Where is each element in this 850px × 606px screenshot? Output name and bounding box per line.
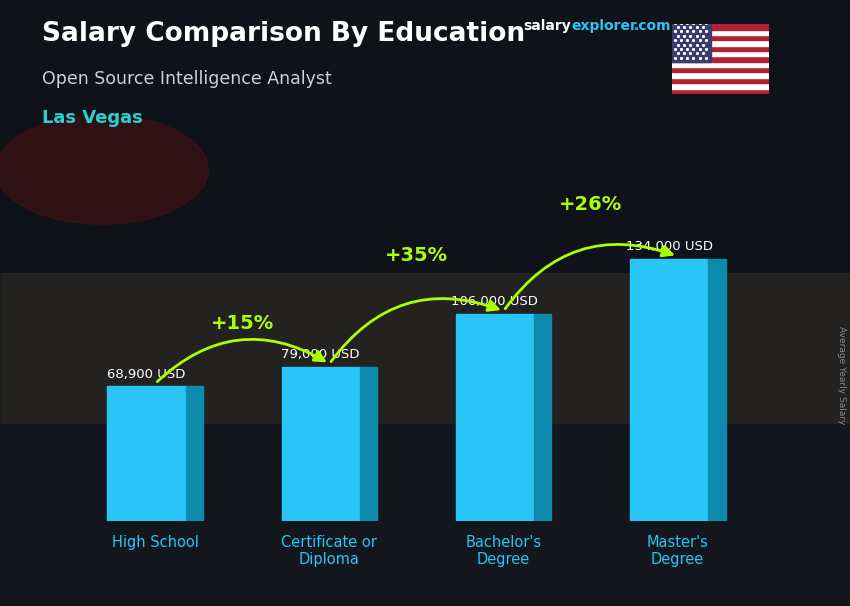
Bar [672, 30, 769, 35]
Polygon shape [360, 367, 377, 521]
Bar [672, 41, 769, 45]
Polygon shape [630, 259, 708, 521]
Polygon shape [456, 314, 534, 521]
Bar [672, 51, 769, 56]
Bar [672, 83, 769, 88]
Text: +35%: +35% [385, 246, 448, 265]
Polygon shape [534, 314, 552, 521]
Bar [672, 73, 769, 78]
Ellipse shape [0, 115, 208, 224]
Bar [672, 67, 769, 73]
Bar [672, 24, 711, 62]
Text: +26%: +26% [559, 195, 622, 215]
Bar [672, 88, 769, 94]
Text: explorer: explorer [571, 19, 638, 33]
Bar [672, 45, 769, 51]
Polygon shape [107, 387, 186, 521]
Text: .com: .com [633, 19, 671, 33]
Text: 106,000 USD: 106,000 USD [451, 295, 538, 308]
Text: 68,900 USD: 68,900 USD [107, 368, 186, 381]
Text: 134,000 USD: 134,000 USD [626, 241, 712, 253]
Bar [672, 35, 769, 41]
Text: Average Yearly Salary: Average Yearly Salary [836, 327, 846, 425]
Bar [672, 24, 769, 30]
Polygon shape [281, 367, 360, 521]
Polygon shape [708, 259, 726, 521]
Text: +15%: +15% [211, 315, 274, 333]
Text: 79,000 USD: 79,000 USD [281, 348, 360, 361]
Text: Open Source Intelligence Analyst: Open Source Intelligence Analyst [42, 70, 332, 88]
Bar [672, 78, 769, 83]
Text: salary: salary [523, 19, 570, 33]
Polygon shape [186, 387, 203, 521]
Bar [672, 62, 769, 67]
Text: Salary Comparison By Education: Salary Comparison By Education [42, 21, 525, 47]
Text: Las Vegas: Las Vegas [42, 109, 144, 127]
Bar [672, 56, 769, 62]
